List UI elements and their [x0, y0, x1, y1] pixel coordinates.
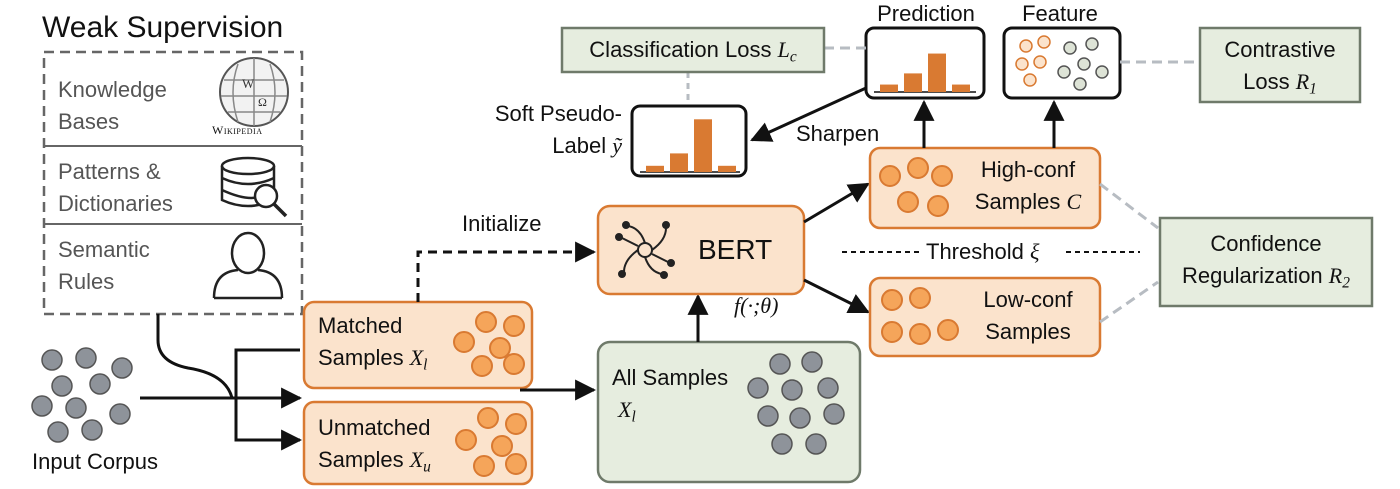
bert-to-low-arrow: [803, 278, 870, 314]
weak-supervision-box: [42, 50, 304, 316]
all-samples-dots: [747, 351, 845, 455]
weak-supervision-title: Weak Supervision: [42, 11, 284, 44]
bert-box: [596, 204, 806, 296]
bert-to-high-arrow: [803, 182, 870, 224]
all-samples-label: All Samples Xl: [612, 365, 729, 426]
contrastive-loss-label: Contrastive Loss R1: [1224, 37, 1336, 98]
high-conf-dots: [879, 157, 953, 217]
prediction-box: [864, 26, 986, 100]
source-knowledge-label: Knowledge Bases: [58, 77, 167, 134]
unmatched-dots: [455, 407, 527, 477]
classification-loss-box: [560, 26, 826, 74]
histogram-bar: [952, 84, 970, 92]
initialize-label: Initialize: [462, 211, 542, 236]
histogram-bar: [694, 119, 712, 172]
low-conf-dots: [881, 287, 959, 345]
conf-reg-connector: [1099, 280, 1159, 324]
low-conf-label: Low-conf Samples: [983, 287, 1073, 344]
soft-pseudo-label-box: [630, 104, 748, 178]
all-samples-box: [596, 340, 862, 484]
histogram-bar: [904, 73, 922, 92]
prediction-bars: [880, 53, 970, 92]
bert-network-icon: [615, 221, 675, 279]
contrastive-loss-box: [1198, 26, 1362, 104]
bert-function-label: f(·;θ): [734, 293, 779, 318]
bert-label: BERT: [698, 234, 773, 265]
wikipedia-caption: Wikipedia: [212, 123, 263, 137]
confidence-regularization-box: [1158, 216, 1374, 308]
histogram-bar: [928, 53, 946, 92]
sharpen-arrow: [750, 86, 867, 142]
soft-pseudo-label-text: Soft Pseudo- Label ỹ: [494, 101, 622, 158]
histogram-bar: [718, 165, 736, 172]
matched-samples-label: Matched Samples Xl: [318, 313, 428, 374]
svg-text:W: W: [242, 76, 255, 91]
supervision-curve: [156, 314, 234, 399]
histogram-bar: [880, 84, 898, 92]
histogram-bar: [670, 153, 688, 172]
sharpen-label: Sharpen: [796, 121, 880, 146]
svg-text:Ω: Ω: [258, 95, 267, 109]
prediction-title: Prediction: [877, 1, 975, 26]
input-corpus-label: Input Corpus: [32, 449, 158, 474]
feature-dots: [1015, 35, 1109, 91]
database-search-icon: [220, 156, 288, 218]
person-icon: [212, 231, 284, 300]
unmatched-samples-label: Unmatched Samples Xu: [318, 415, 431, 476]
matched-dots: [453, 311, 525, 377]
high-conf-label: High-conf Samples C: [974, 157, 1082, 214]
confidence-regularization-label: Confidence Regularization R2: [1182, 231, 1350, 292]
classification-loss-label: Classification Loss Lc: [589, 37, 797, 66]
source-rules-label: Semantic Rules: [58, 237, 150, 294]
threshold-label: Threshold ξ: [926, 239, 1040, 264]
conf-reg-connector: [1099, 182, 1159, 230]
input-corpus-dots: [31, 347, 133, 443]
source-patterns-label: Patterns & Dictionaries: [58, 159, 173, 216]
initialize-arrow: [416, 241, 597, 302]
wikipedia-globe-icon: W Ω: [219, 57, 289, 127]
soft-pseudo-label-bars: [646, 119, 736, 172]
corpus-arrow: [140, 348, 300, 440]
histogram-bar: [646, 165, 664, 172]
feature-title: Feature: [1022, 1, 1098, 26]
